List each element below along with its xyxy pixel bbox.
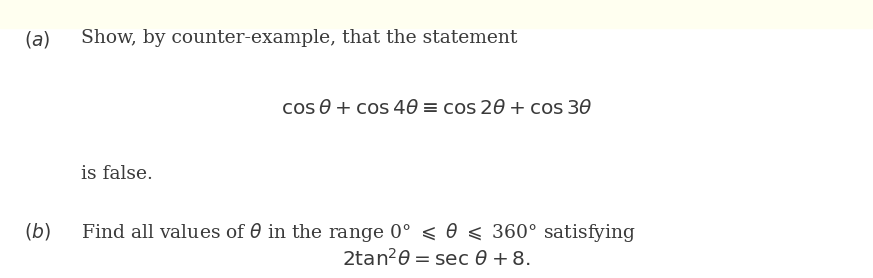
Text: $(b)$: $(b)$ xyxy=(24,221,52,242)
Text: $2\tan^{2}\!\theta = \sec\,\theta + 8.$: $2\tan^{2}\!\theta = \sec\,\theta + 8.$ xyxy=(342,248,531,270)
Text: Show, by counter-example, that the statement: Show, by counter-example, that the state… xyxy=(81,29,518,47)
Text: is false.: is false. xyxy=(81,165,153,183)
Text: $(a)$: $(a)$ xyxy=(24,29,51,50)
Text: Find all values of $\theta$ in the range 0° $\leqslant$ $\theta$ $\leqslant$ 360: Find all values of $\theta$ in the range… xyxy=(81,221,636,244)
Text: $\cos\theta + \cos4\theta \equiv \cos2\theta + \cos3\theta$: $\cos\theta + \cos4\theta \equiv \cos2\t… xyxy=(280,99,593,118)
